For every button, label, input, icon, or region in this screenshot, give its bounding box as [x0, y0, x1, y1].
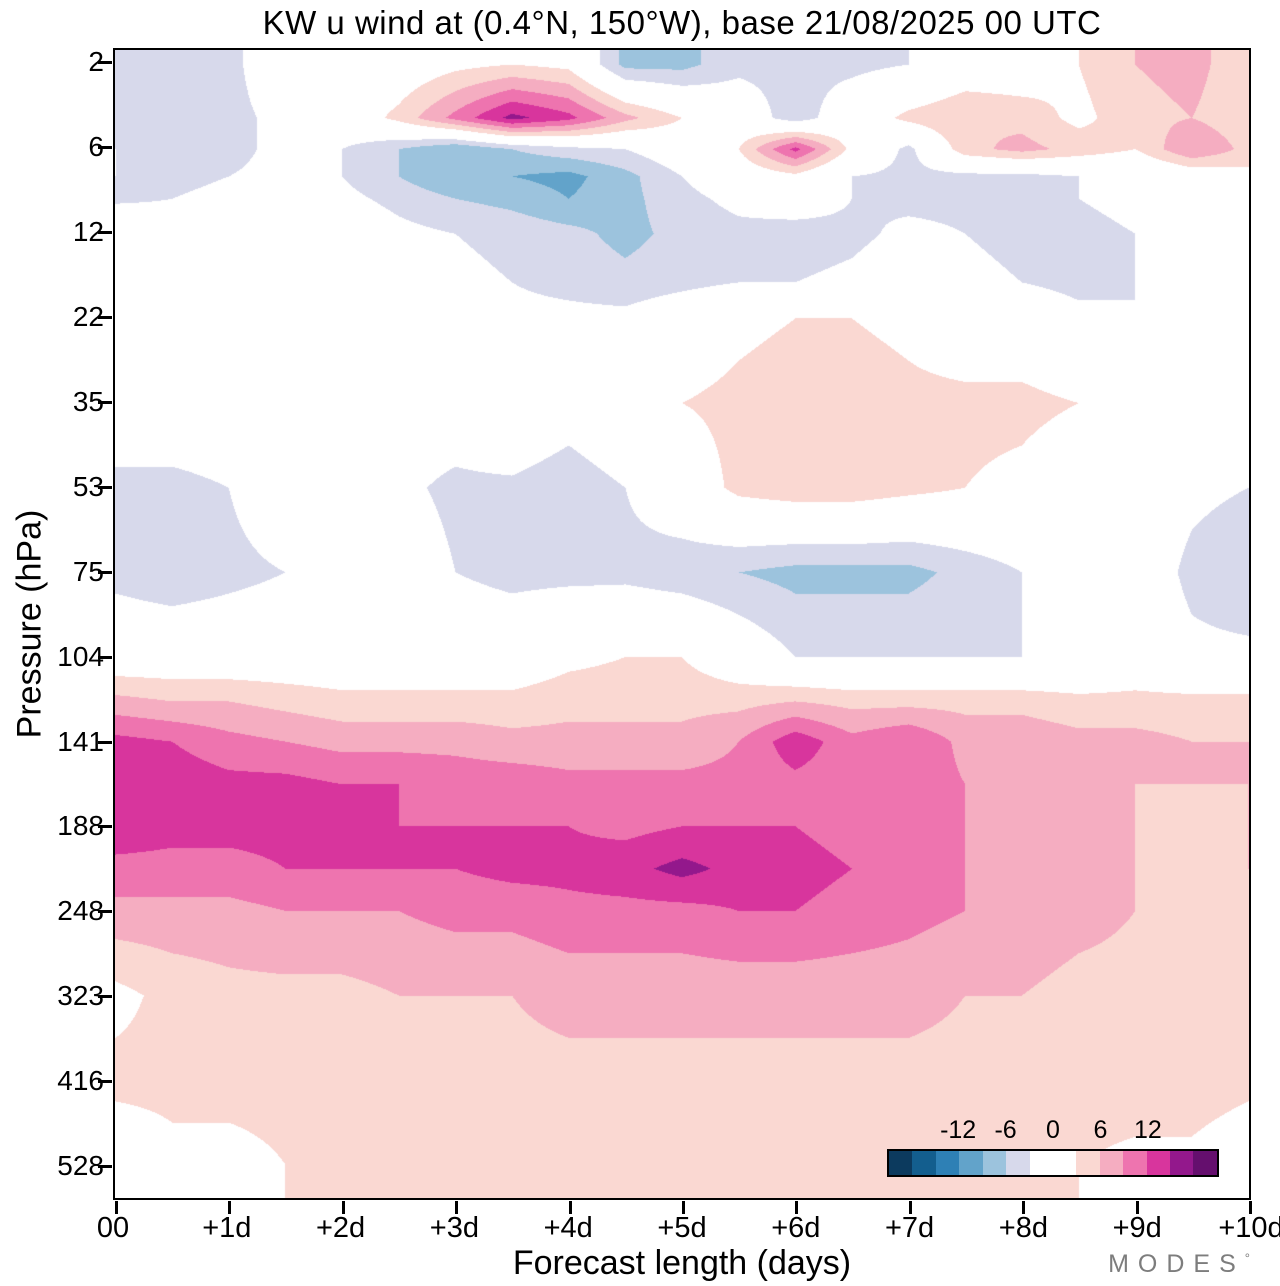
y-tick-mark [98, 570, 112, 574]
chart-title: KW u wind at (0.4°N, 150°W), base 21/08/… [262, 4, 1102, 41]
x-tick-label: +5d [657, 1212, 707, 1244]
y-tick-mark [98, 230, 112, 234]
modes-logo-mark: ° [1244, 1250, 1250, 1266]
plot-area: -12 -6 0 6 12 [98, 48, 1252, 1214]
y-tick-label: 53 [72, 470, 104, 502]
y-tick-label: 141 [57, 725, 104, 757]
y-tick-mark [98, 655, 112, 659]
colorbar-segment [959, 1151, 983, 1175]
colorbar-segment [1029, 1151, 1053, 1175]
colorbar-segment [1099, 1151, 1124, 1175]
y-tick-mark [98, 1165, 112, 1169]
y-axis-label: Pressure (hPa) [10, 509, 49, 739]
x-tick-label: +8d [998, 1212, 1048, 1244]
y-tick-label: 188 [57, 810, 104, 842]
colorbar-segment [1170, 1151, 1194, 1175]
colorbar-segment [935, 1151, 960, 1175]
x-tick-label: +9d [1112, 1212, 1162, 1244]
x-tick-mark [228, 1201, 232, 1214]
x-tick-label: +6d [771, 1212, 821, 1244]
colorbar-segment [1123, 1151, 1147, 1175]
x-axis-label: Forecast length (days) [512, 1244, 852, 1282]
y-tick-label: 12 [72, 215, 104, 247]
colorbar-tick-label: -12 [940, 1116, 977, 1144]
x-tick-mark [1135, 1201, 1139, 1214]
x-tick-mark [455, 1201, 459, 1214]
y-tick-label: 248 [57, 895, 104, 927]
x-tick-mark [568, 1201, 572, 1214]
colorbar-labels: -12 -6 0 6 12 [887, 1116, 1219, 1146]
y-tick-mark [98, 740, 112, 744]
x-tick-mark [115, 1201, 118, 1214]
y-tick-mark [98, 400, 112, 404]
y-tick-label: 416 [57, 1065, 104, 1097]
y-tick-mark [98, 61, 112, 65]
colorbar-tick-label: 6 [1093, 1116, 1108, 1144]
colorbar-segment [1076, 1151, 1100, 1175]
x-tick-mark [1249, 1201, 1252, 1214]
x-tick-label: +1d [202, 1212, 252, 1244]
y-tick-mark [98, 315, 112, 319]
y-tick-label: 75 [72, 555, 104, 587]
x-tick-label: +2d [315, 1212, 366, 1244]
colorbar-tick-label: 12 [1133, 1116, 1162, 1144]
x-tick-label: +7d [884, 1212, 935, 1244]
y-tick-label: 528 [57, 1150, 104, 1182]
colorbar-bar [887, 1149, 1219, 1177]
x-tick-mark [1022, 1201, 1026, 1214]
colorbar-segment [889, 1151, 913, 1175]
y-tick-label: 22 [72, 300, 104, 332]
colorbar-segment [982, 1151, 1007, 1175]
y-tick-label: 2 [88, 46, 104, 78]
colorbar-segment [1052, 1151, 1077, 1175]
y-tick-mark [98, 825, 112, 829]
x-tick-mark [908, 1201, 912, 1214]
x-tick-mark [682, 1201, 685, 1214]
colorbar-segment [1146, 1151, 1171, 1175]
modes-logo-text: MODES [1108, 1250, 1245, 1278]
x-tick-label: +10d [1218, 1212, 1280, 1244]
x-tick-mark [795, 1201, 799, 1214]
contour-canvas [115, 50, 1249, 1198]
y-tick-label: 35 [72, 385, 104, 417]
y-tick-mark [98, 1080, 112, 1084]
colorbar: -12 -6 0 6 12 [887, 1116, 1219, 1182]
colorbar-tick-label: -6 [994, 1116, 1017, 1144]
x-tick-mark [341, 1201, 345, 1214]
colorbar-tick-label: 0 [1046, 1116, 1060, 1144]
colorbar-segment [1006, 1151, 1030, 1175]
modes-logo: MODES° [1108, 1250, 1250, 1279]
y-tick-label: 104 [57, 640, 104, 672]
colorbar-segment [1193, 1151, 1217, 1175]
y-tick-mark [98, 910, 112, 914]
y-tick-label: 323 [57, 980, 104, 1012]
x-tick-label: +4d [543, 1212, 593, 1244]
x-tick-label: +3d [429, 1212, 479, 1244]
y-tick-label: 6 [88, 130, 104, 162]
y-tick-mark [98, 485, 112, 489]
colorbar-segment [912, 1151, 936, 1175]
x-tick-label: 00 [96, 1212, 130, 1244]
y-tick-mark [98, 995, 112, 999]
y-tick-mark [98, 145, 112, 149]
